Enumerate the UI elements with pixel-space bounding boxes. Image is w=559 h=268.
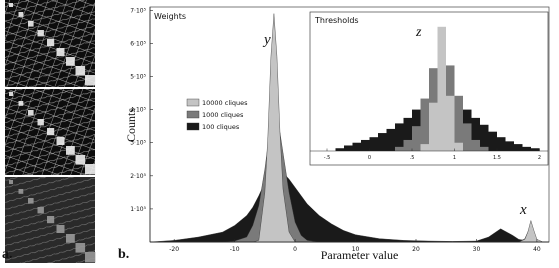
histogram-bar (403, 117, 412, 151)
y-tick-label: 4·10⁵ (130, 107, 146, 114)
diagonal-block (37, 30, 44, 37)
legend-swatch (186, 98, 200, 107)
histogram-bar (369, 137, 378, 151)
diagonal-block (37, 119, 44, 126)
x-tick-label: -20 (169, 246, 179, 253)
diagonal-block (56, 137, 65, 145)
histogram-bar (446, 95, 455, 151)
annotation: x (519, 202, 527, 218)
histogram-bar (352, 142, 361, 151)
x-tick-label: 0 (368, 155, 371, 161)
histogram-bar (531, 148, 540, 151)
histogram-bar (454, 95, 463, 151)
panel-label: b. (118, 247, 129, 262)
histogram-bar (454, 142, 463, 151)
histogram-bar (471, 117, 480, 151)
annotation: y (262, 32, 271, 48)
x-tick-label: -10 (230, 246, 240, 253)
histogram-bar (514, 144, 523, 151)
histogram-bar (497, 137, 506, 151)
histogram-bar (412, 126, 421, 151)
diagonal-block (28, 21, 34, 27)
diagonal-block (85, 164, 96, 175)
histogram-bar (403, 139, 412, 151)
diagonal-block (66, 57, 75, 66)
diagonal-block (47, 216, 55, 224)
x-tick-label: 0 (293, 246, 297, 253)
panel-label: a. (2, 247, 13, 262)
diagonal-block (9, 180, 13, 184)
x-tick-label: 10 (352, 246, 360, 253)
histogram-bar (361, 139, 370, 151)
legend-label: 1000 cliques (202, 111, 244, 119)
x-tick-label: 2 (538, 155, 541, 161)
diagonal-block (28, 110, 34, 116)
x-tick-label: .5 (410, 155, 415, 161)
histogram-bar (480, 124, 489, 151)
diagonal-block (9, 3, 13, 7)
histogram-bar (395, 146, 404, 151)
histogram-bar (505, 141, 514, 151)
histogram-bar (378, 133, 387, 151)
y-tick-label: 5·10⁵ (130, 74, 146, 81)
histogram-bar (522, 146, 531, 151)
histogram-bar (344, 145, 353, 151)
diagonal-block (56, 225, 65, 233)
annotation: z (415, 25, 422, 40)
histogram-bar (335, 148, 344, 151)
y-tick-label: 6·10⁵ (130, 40, 146, 47)
diagonal-block (56, 48, 65, 56)
diagonal-block (75, 66, 86, 76)
legend-label: 10000 cliques (202, 99, 248, 107)
histogram-bar (488, 131, 497, 151)
y-tick-label: 7·10⁵ (130, 7, 146, 14)
diagonal-block (66, 234, 75, 243)
diagonal-block (18, 101, 24, 106)
y-tick-label: 1·10⁵ (130, 206, 146, 213)
diagonal-block (28, 198, 34, 204)
histogram-bar (429, 102, 438, 151)
diagonal-block (9, 92, 13, 96)
y-tick-label: 2·10⁵ (130, 173, 146, 180)
histogram-bar (480, 146, 489, 151)
x-tick-label: -.5 (324, 155, 331, 161)
legend-swatch (186, 122, 200, 131)
diagonal-block (37, 207, 44, 214)
histogram-bar (395, 123, 404, 151)
x-tick-label: 20 (412, 246, 420, 253)
x-tick-label: 30 (473, 246, 481, 253)
x-tick-label: 1.5 (493, 155, 501, 161)
x-axis-label: Parameter value (321, 248, 399, 262)
diagonal-block (47, 128, 55, 136)
diagonal-block (85, 252, 96, 263)
diagonal-block (47, 39, 55, 47)
histogram-bar (463, 123, 472, 151)
diagonal-block (18, 12, 24, 17)
y-tick-label: 3·10⁵ (130, 140, 146, 147)
histogram-bar (386, 128, 395, 151)
histogram-bar (420, 98, 429, 151)
x-tick-label: 40 (533, 246, 541, 253)
diagonal-block (75, 243, 86, 253)
histogram-bar (420, 144, 429, 151)
diagonal-block (75, 155, 86, 165)
panel-title: Thresholds (314, 16, 359, 25)
diagonal-block (18, 189, 24, 194)
x-tick-label: 1 (453, 155, 456, 161)
diagonal-block (66, 146, 75, 155)
histogram-bar (437, 26, 446, 151)
legend-swatch (186, 110, 200, 119)
panel-title: Weights (154, 12, 186, 21)
legend-label: 100 cliques (202, 123, 240, 131)
histogram-bar (471, 139, 480, 151)
diagonal-block (85, 75, 96, 86)
y-axis-label: Counts (124, 108, 138, 142)
